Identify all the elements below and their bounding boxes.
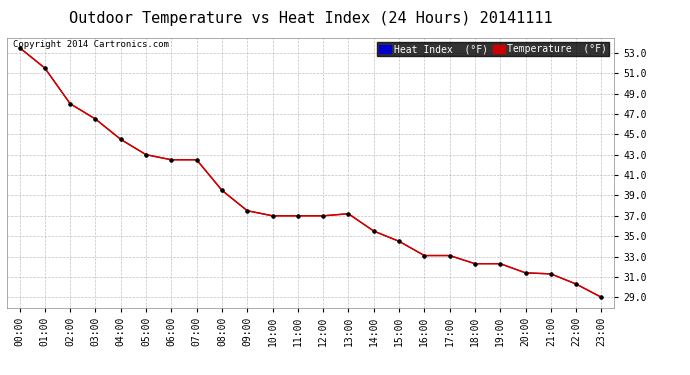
Text: Copyright 2014 Cartronics.com: Copyright 2014 Cartronics.com bbox=[13, 40, 169, 49]
Text: Outdoor Temperature vs Heat Index (24 Hours) 20141111: Outdoor Temperature vs Heat Index (24 Ho… bbox=[69, 11, 552, 26]
Legend: Heat Index  (°F), Temperature  (°F): Heat Index (°F), Temperature (°F) bbox=[377, 42, 609, 56]
